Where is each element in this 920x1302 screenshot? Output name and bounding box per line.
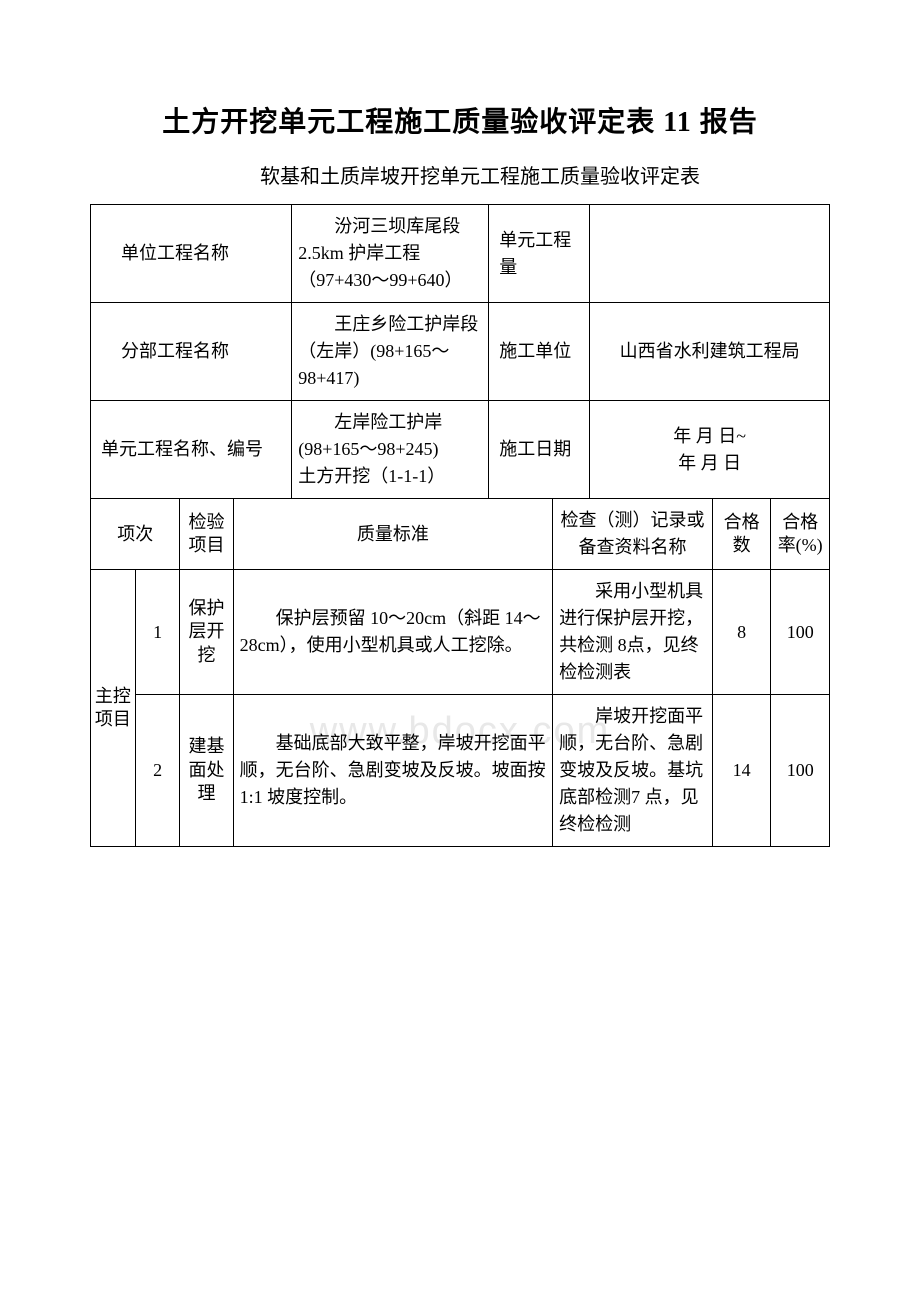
unit-project-label: 单位工程名称: [91, 205, 292, 303]
subproject-label: 分部工程名称: [91, 303, 292, 401]
table-row: 单位工程名称 汾河三坝库尾段 2.5km 护岸工程（97+430～99+640）…: [91, 205, 830, 303]
table-row: 项次 检验项目 质量标准 检查（测）记录或备查资料名称 合格数 合格率(%): [91, 499, 830, 570]
table-row: 2 建基面处理 基础底部大致平整，岸坡开挖面平顺，无台阶、急剧变坡及反坡。坡面按…: [91, 695, 830, 847]
construction-date-value: 年 月 日~ 年 月 日: [590, 401, 830, 499]
row-record: 采用小型机具进行保护层开挖，共检测 8点，见终检检测表: [553, 570, 713, 695]
row-passcount: 14: [712, 695, 771, 847]
construction-unit-label: 施工单位: [489, 303, 590, 401]
table-row: 主控项目 1 保护层开挖 保护层预留 10～20cm（斜距 14～28cm），使…: [91, 570, 830, 695]
row-passrate: 100: [771, 695, 830, 847]
table-row: 分部工程名称 王庄乡险工护岸段（左岸）(98+165～98+417) 施工单位 …: [91, 303, 830, 401]
row-item: 建基面处理: [180, 695, 233, 847]
sub-title: 软基和土质岸坡开挖单元工程施工质量验收评定表: [90, 160, 830, 189]
unit-name-label: 单元工程名称、编号: [91, 401, 292, 499]
row-record: 岸坡开挖面平顺，无台阶、急剧变坡及反坡。基坑底部检测7 点，见终检检测: [553, 695, 713, 847]
col-header-record: 检查（测）记录或备查资料名称: [553, 499, 713, 570]
row-num: 1: [135, 570, 180, 695]
row-passrate: 100: [771, 570, 830, 695]
construction-date-label: 施工日期: [489, 401, 590, 499]
col-header-standard: 质量标准: [233, 499, 552, 570]
unit-project-value: 汾河三坝库尾段 2.5km 护岸工程（97+430～99+640）: [292, 205, 489, 303]
evaluation-table: 单位工程名称 汾河三坝库尾段 2.5km 护岸工程（97+430～99+640）…: [90, 204, 830, 847]
row-passcount: 8: [712, 570, 771, 695]
col-header-passrate: 合格率(%): [771, 499, 830, 570]
subproject-value: 王庄乡险工护岸段（左岸）(98+165～98+417): [292, 303, 489, 401]
unit-qty-label: 单元工程量: [489, 205, 590, 303]
col-header-passcount: 合格数: [712, 499, 771, 570]
row-item: 保护层开挖: [180, 570, 233, 695]
col-header-seq: 项次: [91, 499, 180, 570]
col-header-item: 检验项目: [180, 499, 233, 570]
unit-name-value: 左岸险工护岸 (98+165～98+245) 土方开挖（1-1-1）: [292, 401, 489, 499]
row-num: 2: [135, 695, 180, 847]
main-title: 土方开挖单元工程施工质量验收评定表 11 报告: [90, 100, 830, 140]
row-standard: 基础底部大致平整，岸坡开挖面平顺，无台阶、急剧变坡及反坡。坡面按 1:1 坡度控…: [233, 695, 552, 847]
row-standard: 保护层预留 10～20cm（斜距 14～28cm），使用小型机具或人工挖除。: [233, 570, 552, 695]
category-label: 主控项目: [91, 570, 136, 847]
construction-unit-value: 山西省水利建筑工程局: [590, 303, 830, 401]
unit-qty-value: [590, 205, 830, 303]
table-row: 单元工程名称、编号 左岸险工护岸 (98+165～98+245) 土方开挖（1-…: [91, 401, 830, 499]
